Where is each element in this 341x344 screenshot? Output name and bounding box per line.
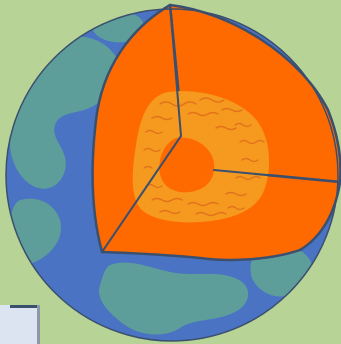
cut-lines (101, 4, 341, 253)
corner-window-fragment (0, 305, 40, 344)
globe-outline (5, 8, 339, 342)
continent-bottom (99, 262, 249, 335)
inner-core (159, 137, 215, 193)
